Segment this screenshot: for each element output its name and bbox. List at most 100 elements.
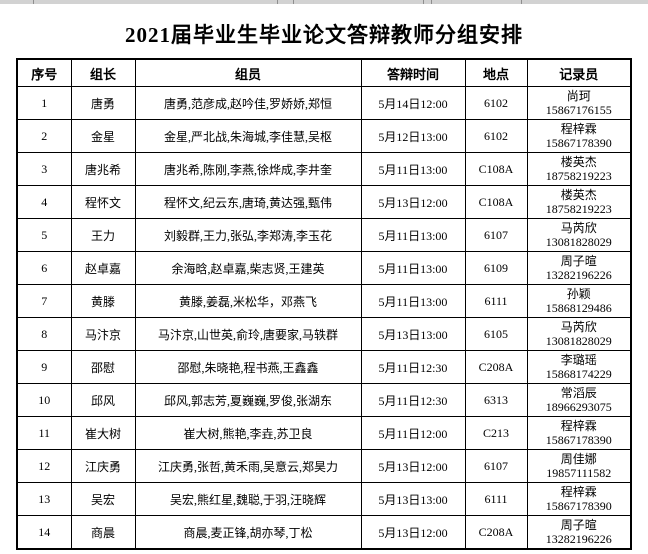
table-row: 11 崔大树 崔大树,熊艳,李垚,苏卫良 5月11日12:00 C213 程梓霖 15867… [16,416,632,450]
cell-group-members: 商晨,麦正锋,胡亦琴,丁松 [134,515,362,550]
table-row: 12 江庆勇 江庆勇,张哲,黄禾雨,吴意云,郑昊力 5月13日12:00 6107 周佳娜… [16,449,632,483]
table-row: 5 王力 刘毅群,王力,张弘,李郑涛,李玉花 5月11日13:00 6107 马芮欣 130… [16,218,632,252]
cell-defense-time: 5月13日13:00 [360,482,466,516]
cell-group-leader: 邱风 [70,383,136,417]
table-row: 1 唐勇 唐勇,范彦成,赵吟佳,罗娇娇,郑恒 5月14日12:00 6102 尚珂 1586… [16,86,632,120]
cell-defense-time: 5月11日13:00 [360,251,466,285]
table-row: 8 马汴京 马汴京,山世英,俞玲,唐要家,马轶群 5月13日13:00 6105 马芮欣 1… [16,317,632,351]
cell-defense-time: 5月13日13:00 [360,317,466,351]
cell-group-leader: 崔大树 [70,416,136,450]
cell-location: 6313 [464,383,528,417]
cell-defense-time: 5月11日13:00 [360,152,466,186]
cell-group-members: 江庆勇,张哲,黄禾雨,吴意云,郑昊力 [134,449,362,483]
cell-group-members: 金星,严北战,朱海城,李佳慧,吴枢 [134,119,362,153]
cell-group-leader: 江庆勇 [70,449,136,483]
cell-recorder: 楼英杰 18758219223 [526,185,632,219]
defense-schedule-table: 序号 组长 组员 答辩时间 地点 记录员 1 唐勇 唐勇,范彦成,赵吟佳,罗娇娇,郑恒 5月14… [16,58,632,550]
cell-group-number: 6 [16,251,72,285]
cell-group-leader: 商晨 [70,515,136,550]
cell-group-leader: 唐勇 [70,86,136,120]
column-header-4: 地点 [464,58,528,87]
cell-location: 6102 [464,86,528,120]
cell-group-leader: 王力 [70,218,136,252]
cell-recorder: 程梓霖 15867178390 [526,482,632,516]
table-header-row: 序号 组长 组员 答辩时间 地点 记录员 [16,58,632,87]
table-row: 3 唐兆希 唐兆希,陈刚,李燕,徐烨成,李井奎 5月11日13:00 C108A 楼英杰 1… [16,152,632,186]
cell-location: 6107 [464,218,528,252]
recorder-phone: 15867176155 [545,103,612,117]
recorder-phone: 15867178390 [545,433,612,447]
cell-group-number: 9 [16,350,72,384]
recorder-phone: 15868174229 [545,367,612,381]
cell-location: C208A [464,515,528,550]
cell-group-members: 邱风,郭志芳,夏巍巍,罗俊,张湖东 [134,383,362,417]
recorder-phone: 13081828029 [545,235,612,249]
grid-line [521,0,522,4]
cell-defense-time: 5月11日12:00 [360,416,466,450]
cell-group-members: 邵慰,朱晓艳,程书燕,王鑫鑫 [134,350,362,384]
cell-location: C208A [464,350,528,384]
cell-defense-time: 5月11日13:00 [360,284,466,318]
cell-defense-time: 5月14日12:00 [360,86,466,120]
spreadsheet-top-edge [0,0,648,4]
cell-recorder: 周子暄 13282196226 [526,515,632,550]
table-row: 7 黄滕 黄滕,姜磊,米松华，邓燕飞 5月11日13:00 6111 孙颖 15868129… [16,284,632,318]
cell-group-number: 10 [16,383,72,417]
recorder-name: 程梓霖 [560,485,597,499]
cell-group-number: 3 [16,152,72,186]
cell-group-number: 5 [16,218,72,252]
cell-location: 6105 [464,317,528,351]
table-row: 14 商晨 商晨,麦正锋,胡亦琴,丁松 5月13日12:00 C208A 周子暄 13282… [16,515,632,550]
table-row: 13 吴宏 吴宏,熊红星,魏聪,于羽,汪晓辉 5月13日13:00 6111 程梓霖 158… [16,482,632,516]
cell-group-number: 11 [16,416,72,450]
cell-group-members: 唐兆希,陈刚,李燕,徐烨成,李井奎 [134,152,362,186]
cell-recorder: 马芮欣 13081828029 [526,218,632,252]
recorder-name: 程梓霖 [560,419,597,433]
cell-group-leader: 黄滕 [70,284,136,318]
grid-line [33,0,34,4]
recorder-phone: 15867178390 [545,499,612,513]
cell-defense-time: 5月11日12:30 [360,350,466,384]
cell-recorder: 李璐瑶 15868174229 [526,350,632,384]
cell-recorder: 孙颖 15868129486 [526,284,632,318]
recorder-name: 李璐瑶 [560,353,597,367]
column-header-2: 组员 [134,58,362,87]
recorder-phone: 15867178390 [545,136,612,150]
recorder-name: 马芮欣 [560,221,597,235]
recorder-name: 周子暄 [560,518,597,532]
cell-group-number: 14 [16,515,72,550]
column-header-0: 序号 [16,58,72,87]
cell-group-leader: 邵慰 [70,350,136,384]
table-row: 4 程怀文 程怀文,纪云东,唐琦,黄达强,甄伟 5月13日12:00 C108A 楼英杰 1… [16,185,632,219]
cell-group-leader: 程怀文 [70,185,136,219]
grid-line [293,0,294,4]
recorder-name: 周子暄 [560,254,597,268]
cell-location: 6111 [464,284,528,318]
recorder-name: 尚珂 [566,89,591,103]
cell-defense-time: 5月13日12:00 [360,449,466,483]
cell-recorder: 周佳娜 19857111582 [526,449,632,483]
grid-line [423,0,424,4]
cell-defense-time: 5月12日13:00 [360,119,466,153]
grid-line [431,0,432,4]
cell-location: 6109 [464,251,528,285]
page-title: 2021届毕业生毕业论文答辩教师分组安排 [125,23,523,47]
table-row: 2 金星 金星,严北战,朱海城,李佳慧,吴枢 5月12日13:00 6102 程梓霖 158… [16,119,632,153]
recorder-phone: 18758219223 [545,202,612,216]
recorder-phone: 13081828029 [545,334,612,348]
cell-defense-time: 5月13日12:00 [360,515,466,550]
cell-location: 6107 [464,449,528,483]
cell-group-members: 黄滕,姜磊,米松华，邓燕飞 [134,284,362,318]
cell-group-number: 13 [16,482,72,516]
cell-recorder: 尚珂 15867176155 [526,86,632,120]
cell-group-number: 8 [16,317,72,351]
table-row: 9 邵慰 邵慰,朱晓艳,程书燕,王鑫鑫 5月11日12:30 C208A 李璐瑶 15868… [16,350,632,384]
column-header-3: 答辩时间 [360,58,466,87]
recorder-phone: 15868129486 [545,301,612,315]
cell-group-leader: 金星 [70,119,136,153]
cell-group-members: 崔大树,熊艳,李垚,苏卫良 [134,416,362,450]
table-body: 1 唐勇 唐勇,范彦成,赵吟佳,罗娇娇,郑恒 5月14日12:00 6102 尚珂 1586… [16,86,632,550]
cell-location: C108A [464,185,528,219]
cell-recorder: 程梓霖 15867178390 [526,119,632,153]
cell-group-leader: 赵卓嘉 [70,251,136,285]
